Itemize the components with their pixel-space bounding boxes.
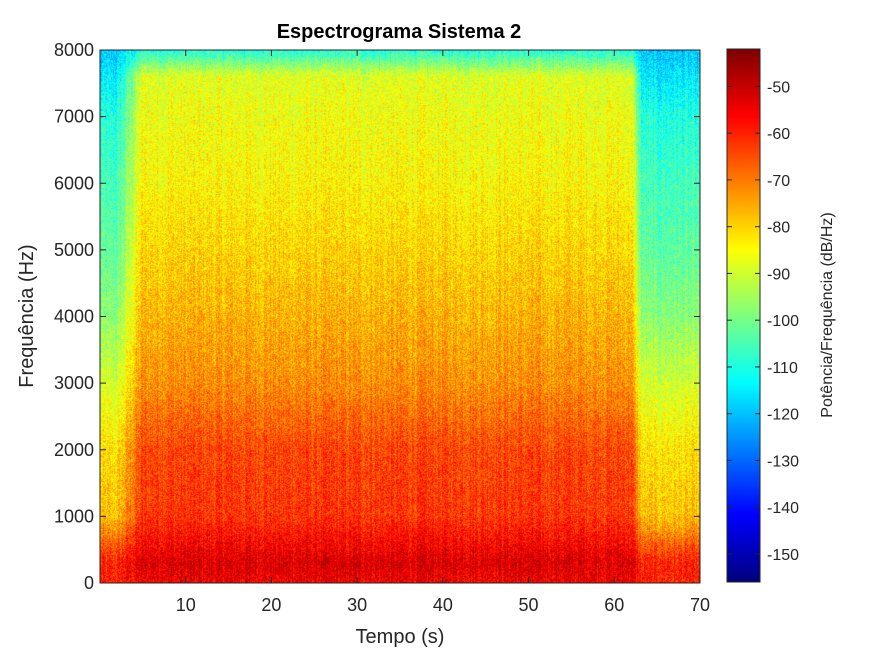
spectrogram-image bbox=[100, 50, 700, 583]
colorbar-tick-label: -110 bbox=[767, 360, 798, 377]
colorbar-tick-label: -100 bbox=[767, 313, 799, 330]
x-ticks: 10 20 30 40 50 60 70 bbox=[176, 50, 710, 615]
colorbar-tick-label: -70 bbox=[767, 173, 790, 190]
y-axis-label: Frequência (Hz) bbox=[16, 244, 38, 387]
x-tick-label: 50 bbox=[519, 595, 539, 615]
y-tick-label: 4000 bbox=[54, 307, 94, 327]
colorbar-tick-label: -50 bbox=[767, 79, 790, 96]
x-tick-label: 20 bbox=[261, 595, 281, 615]
colorbar-tick-label: -80 bbox=[767, 220, 790, 237]
x-tick-label: 30 bbox=[347, 595, 367, 615]
x-tick-label: 70 bbox=[690, 595, 710, 615]
y-tick-label: 1000 bbox=[54, 506, 94, 526]
plot-frame bbox=[99, 49, 701, 584]
y-tick-label: 8000 bbox=[54, 40, 94, 60]
colorbar-tick-label: -60 bbox=[767, 126, 790, 143]
colorbar-gradient bbox=[727, 49, 760, 582]
colorbar-tick-label: -130 bbox=[767, 453, 799, 470]
y-tick-label: 3000 bbox=[54, 373, 94, 393]
colorbar-tick-label: -120 bbox=[767, 407, 799, 424]
colorbar-tick-label: -150 bbox=[767, 547, 799, 564]
colorbar-tick-label: -140 bbox=[767, 500, 799, 517]
x-axis-label: Tempo (s) bbox=[356, 626, 445, 648]
colorbar-frame bbox=[726, 48, 761, 583]
y-tick-label: 7000 bbox=[54, 107, 94, 127]
chart-title: Espectrograma Sistema 2 bbox=[277, 21, 522, 43]
y-tick-label: 2000 bbox=[54, 440, 94, 460]
colorbar-label: Potência/Frequência (dB/Hz) bbox=[819, 212, 836, 417]
y-tick-label: 5000 bbox=[54, 240, 94, 260]
colorbar-tick-label: -90 bbox=[767, 266, 790, 283]
x-tick-label: 10 bbox=[176, 595, 196, 615]
y-tick-label: 6000 bbox=[54, 173, 94, 193]
y-tick-label: 0 bbox=[84, 573, 94, 593]
colorbar-ticks: -50 -60 -70 -80 -90 -100 -110 -120 -130 -140 -150 bbox=[727, 79, 799, 564]
x-tick-label: 60 bbox=[604, 595, 624, 615]
x-tick-label: 40 bbox=[433, 595, 453, 615]
y-ticks: 0 1000 2000 3000 4000 5000 6000 7000 8000 bbox=[54, 40, 700, 593]
